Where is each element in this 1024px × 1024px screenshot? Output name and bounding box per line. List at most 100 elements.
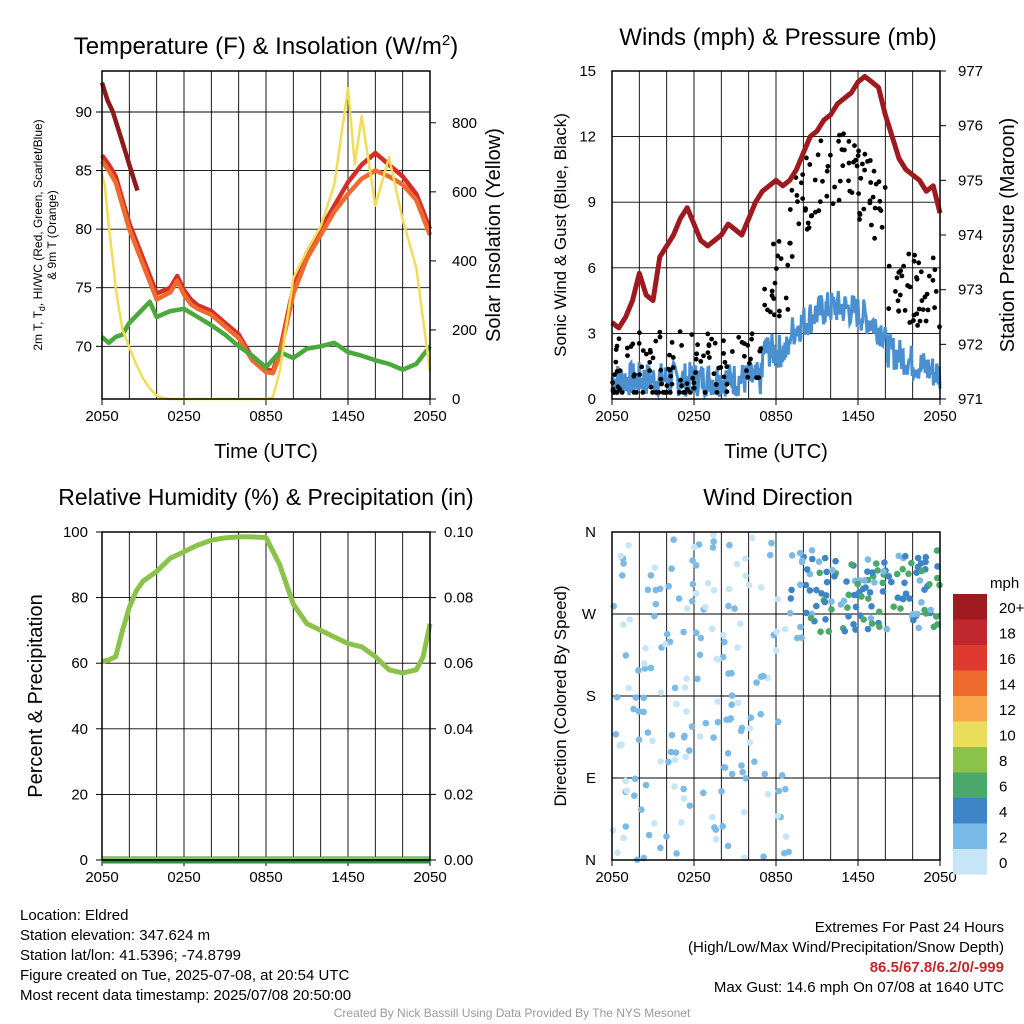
direction-point	[873, 560, 880, 567]
direction-point	[888, 578, 895, 586]
direction-point	[806, 587, 814, 594]
temperature-title: Temperature (F) & Insolation (W/m2)	[74, 32, 458, 60]
direction-point	[874, 567, 881, 574]
direction-point	[808, 547, 816, 554]
y-tick-label: 90	[75, 104, 92, 121]
legend-label: 12	[999, 702, 1016, 719]
gust-point	[930, 277, 936, 283]
gust-point	[748, 356, 753, 362]
gust-point	[718, 365, 724, 370]
gust-point	[744, 368, 749, 374]
direction-point	[910, 616, 917, 624]
gust-point	[689, 332, 695, 337]
direction-point	[616, 742, 623, 749]
direction-point	[902, 590, 910, 598]
direction-point	[712, 835, 720, 843]
gust-point	[742, 353, 747, 359]
direction-point	[723, 716, 730, 723]
humidity-line	[101, 534, 433, 676]
winds-title: Winds (mph) & Pressure (mb)	[619, 24, 936, 51]
gust-point	[886, 306, 892, 311]
direction-point	[709, 544, 717, 551]
direction-point	[623, 787, 631, 795]
direction-point	[715, 656, 722, 663]
gust-point	[619, 390, 625, 395]
elevation-text: Station elevation: 347.624 m	[20, 927, 211, 944]
direction-point	[686, 802, 694, 809]
legend-label: 0	[999, 855, 1007, 872]
gust-point	[776, 239, 782, 244]
direction-point	[850, 621, 857, 628]
gust-point	[807, 162, 813, 167]
gust-point	[817, 199, 823, 205]
direction-point	[702, 603, 709, 611]
direction-point	[809, 555, 816, 563]
direction-point	[733, 560, 741, 568]
gust-point	[867, 198, 873, 204]
speed-legend: mph 20+ 18 16 14 12 10 8 6 4 2 0	[953, 575, 1024, 875]
direction-point	[845, 591, 852, 599]
legend-swatch	[953, 721, 987, 747]
direction-point	[670, 536, 677, 543]
direction-point	[734, 699, 742, 707]
direction-point	[760, 853, 767, 860]
gust-point	[721, 374, 727, 380]
gust-point	[749, 336, 754, 342]
gust-point	[660, 390, 666, 395]
gust-point	[714, 390, 720, 395]
direction-point	[757, 584, 765, 591]
gust-point	[899, 273, 905, 279]
temperature-panel: 2050 0250 0850 1450 2050 70 75 80 85 90 0 200 400 600…	[31, 32, 505, 463]
gust-point	[846, 139, 852, 144]
gust-point	[644, 351, 649, 357]
direction-point	[725, 602, 732, 610]
y-tick-label: 70	[75, 338, 92, 355]
gust-point	[678, 377, 683, 383]
direction-point	[930, 623, 938, 631]
direction-point	[688, 597, 696, 605]
gust-point	[762, 286, 767, 292]
direction-point	[671, 756, 679, 764]
direction-point	[728, 701, 735, 708]
y2-tick-label: 0.00	[444, 852, 473, 869]
y-tick-label: 80	[75, 221, 92, 238]
direction-point	[714, 718, 722, 726]
direction-point	[741, 808, 748, 816]
direction-point	[880, 568, 887, 575]
direction-point	[728, 669, 735, 677]
temperature-series-line	[99, 82, 140, 192]
gust-point	[694, 351, 700, 357]
direction-point	[768, 539, 775, 547]
gust-point	[830, 201, 836, 207]
gust-point	[754, 375, 759, 381]
gust-point	[877, 198, 883, 204]
direction-point	[822, 616, 829, 623]
direction-point	[802, 581, 810, 589]
direction-point	[775, 718, 782, 726]
gust-point	[724, 381, 730, 387]
gust-point	[842, 147, 847, 153]
gust-point	[914, 275, 919, 280]
y2-tick-label: 0.02	[444, 786, 473, 803]
gust-point	[924, 291, 930, 297]
direction-point	[915, 624, 922, 632]
plot-border	[611, 531, 941, 861]
legend-title: mph	[990, 575, 1019, 592]
direction-point	[926, 581, 933, 588]
x-tick-label: 0850	[759, 869, 792, 886]
gust-point	[695, 342, 700, 348]
direction-point	[641, 660, 648, 667]
direction-point	[861, 577, 868, 584]
gust-point	[912, 252, 917, 258]
direction-point	[788, 586, 795, 594]
gust-point	[639, 364, 645, 370]
winds-panel: 2050 0250 0850 1450 205003691215971972973974…	[551, 24, 1019, 463]
gust-point	[813, 209, 818, 215]
gust-point	[777, 308, 782, 314]
gust-point	[907, 284, 913, 290]
gust-point	[916, 260, 922, 266]
gust-point	[869, 222, 874, 228]
direction-point	[742, 572, 749, 580]
gust-point	[815, 152, 821, 158]
direction-point	[657, 844, 664, 852]
